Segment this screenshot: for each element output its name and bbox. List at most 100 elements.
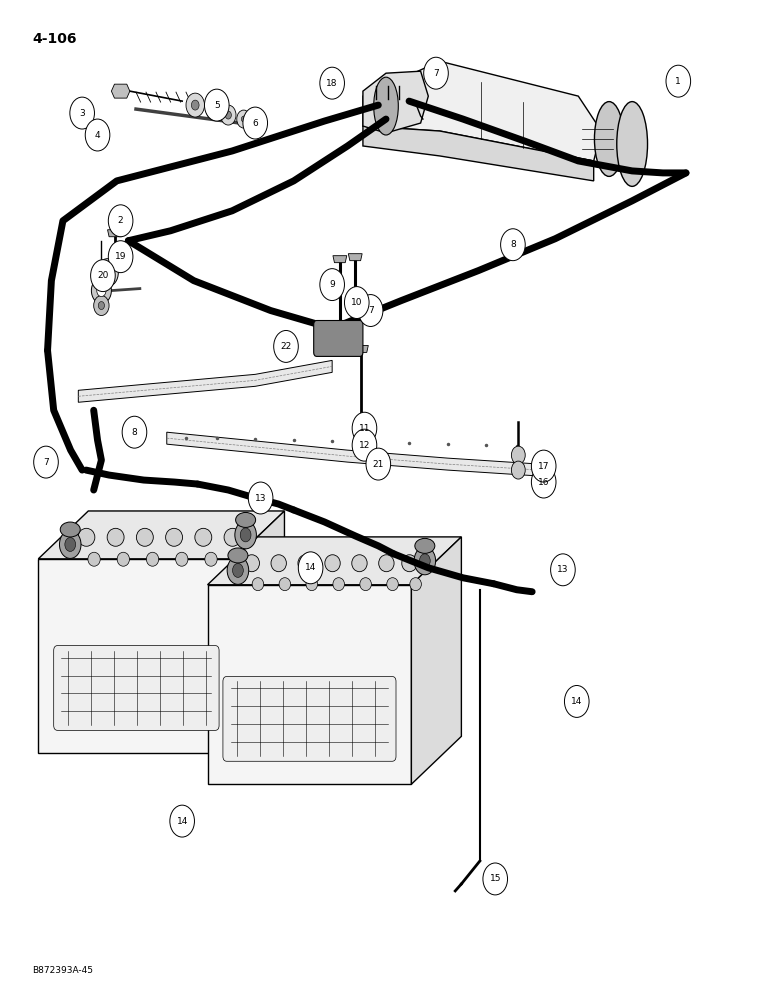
Circle shape bbox=[205, 89, 229, 121]
Ellipse shape bbox=[298, 555, 313, 572]
Circle shape bbox=[531, 466, 556, 498]
Ellipse shape bbox=[352, 555, 367, 572]
Ellipse shape bbox=[147, 552, 159, 566]
Circle shape bbox=[249, 482, 273, 514]
Circle shape bbox=[550, 554, 575, 586]
Text: 1: 1 bbox=[676, 77, 681, 86]
Circle shape bbox=[352, 429, 377, 461]
Circle shape bbox=[212, 105, 218, 113]
Circle shape bbox=[65, 537, 76, 551]
Ellipse shape bbox=[401, 555, 417, 572]
Ellipse shape bbox=[279, 578, 290, 591]
Text: 2: 2 bbox=[118, 216, 124, 225]
Text: 6: 6 bbox=[252, 119, 258, 128]
Ellipse shape bbox=[137, 528, 154, 546]
Text: 22: 22 bbox=[280, 342, 292, 351]
Text: 21: 21 bbox=[373, 460, 384, 469]
FancyBboxPatch shape bbox=[313, 320, 363, 356]
Ellipse shape bbox=[78, 528, 95, 546]
Text: 4: 4 bbox=[95, 131, 100, 140]
Ellipse shape bbox=[271, 555, 286, 572]
Text: 9: 9 bbox=[330, 280, 335, 289]
Ellipse shape bbox=[234, 552, 246, 566]
Polygon shape bbox=[411, 537, 462, 784]
Polygon shape bbox=[354, 345, 368, 352]
Circle shape bbox=[108, 241, 133, 273]
FancyBboxPatch shape bbox=[54, 646, 219, 730]
Circle shape bbox=[354, 420, 368, 438]
Ellipse shape bbox=[374, 77, 398, 135]
Circle shape bbox=[298, 552, 323, 584]
Circle shape bbox=[240, 528, 251, 542]
Circle shape bbox=[483, 863, 507, 895]
Ellipse shape bbox=[244, 555, 259, 572]
Ellipse shape bbox=[617, 102, 648, 186]
Polygon shape bbox=[39, 559, 235, 753]
Text: 5: 5 bbox=[214, 101, 220, 110]
Circle shape bbox=[170, 805, 195, 837]
Circle shape bbox=[352, 412, 377, 444]
Circle shape bbox=[232, 563, 243, 577]
Circle shape bbox=[242, 116, 246, 122]
Ellipse shape bbox=[415, 538, 435, 553]
Text: 11: 11 bbox=[359, 424, 371, 433]
Text: 13: 13 bbox=[255, 494, 266, 503]
Text: 8: 8 bbox=[131, 428, 137, 437]
Text: 3: 3 bbox=[80, 109, 85, 118]
Text: 16: 16 bbox=[538, 478, 550, 487]
Text: 10: 10 bbox=[351, 298, 363, 307]
Circle shape bbox=[98, 302, 104, 310]
Text: 15: 15 bbox=[489, 874, 501, 883]
Ellipse shape bbox=[228, 548, 248, 563]
Polygon shape bbox=[235, 511, 284, 753]
Polygon shape bbox=[208, 585, 411, 784]
Text: 8: 8 bbox=[510, 240, 516, 249]
Ellipse shape bbox=[224, 528, 241, 546]
Text: 4-106: 4-106 bbox=[32, 32, 76, 46]
Text: 13: 13 bbox=[557, 565, 569, 574]
Text: 14: 14 bbox=[177, 817, 188, 826]
Circle shape bbox=[221, 105, 236, 125]
Text: 7: 7 bbox=[367, 306, 374, 315]
Circle shape bbox=[344, 287, 369, 319]
Ellipse shape bbox=[387, 578, 398, 591]
Ellipse shape bbox=[235, 512, 256, 527]
Text: 7: 7 bbox=[433, 69, 438, 78]
Polygon shape bbox=[167, 432, 540, 476]
Ellipse shape bbox=[205, 552, 217, 566]
Circle shape bbox=[274, 330, 298, 362]
Circle shape bbox=[122, 416, 147, 448]
Ellipse shape bbox=[379, 555, 394, 572]
Circle shape bbox=[225, 111, 232, 119]
Polygon shape bbox=[333, 256, 347, 263]
Ellipse shape bbox=[166, 528, 182, 546]
Polygon shape bbox=[363, 61, 601, 161]
Circle shape bbox=[243, 107, 268, 139]
Ellipse shape bbox=[306, 578, 317, 591]
Circle shape bbox=[511, 461, 525, 479]
Polygon shape bbox=[363, 71, 428, 133]
Text: 12: 12 bbox=[359, 441, 370, 450]
Circle shape bbox=[206, 98, 223, 120]
Ellipse shape bbox=[88, 552, 100, 566]
FancyBboxPatch shape bbox=[223, 677, 396, 761]
Text: 20: 20 bbox=[97, 271, 109, 280]
Circle shape bbox=[564, 685, 589, 717]
Text: 14: 14 bbox=[571, 697, 582, 706]
Polygon shape bbox=[208, 537, 462, 585]
Text: 14: 14 bbox=[305, 563, 317, 572]
Ellipse shape bbox=[117, 552, 130, 566]
Circle shape bbox=[419, 554, 430, 568]
Circle shape bbox=[191, 100, 199, 110]
Circle shape bbox=[85, 119, 110, 151]
Circle shape bbox=[96, 285, 106, 297]
Circle shape bbox=[59, 531, 81, 558]
Circle shape bbox=[237, 110, 251, 128]
Circle shape bbox=[366, 448, 391, 480]
Ellipse shape bbox=[594, 102, 624, 176]
Circle shape bbox=[500, 229, 525, 261]
Text: 17: 17 bbox=[538, 462, 550, 471]
Circle shape bbox=[354, 433, 368, 451]
Ellipse shape bbox=[325, 555, 340, 572]
Circle shape bbox=[666, 65, 691, 97]
